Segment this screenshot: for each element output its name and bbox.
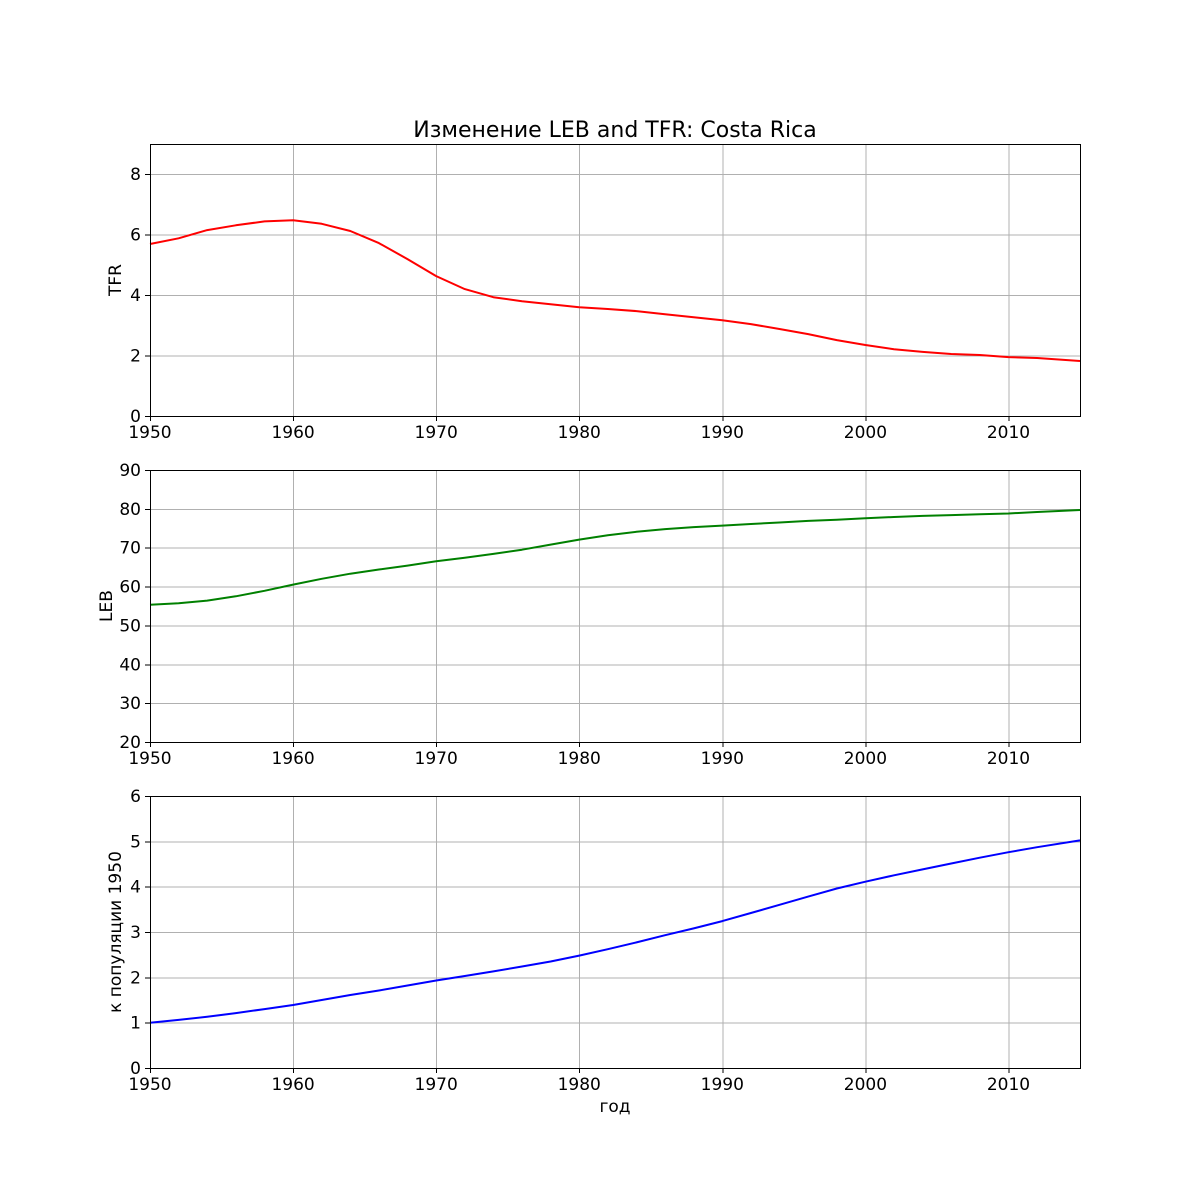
y-tick-label: 0 — [130, 407, 141, 427]
population-ratio-line — [149, 839, 1081, 1024]
population-ratio-axes: 1950 1960 1970 1980 1990 2000 2010 0 1 2 3 4 5 6 к поп… — [106, 787, 1081, 1095]
tfr-line — [149, 219, 1081, 362]
x-tick-label: 1980 — [558, 749, 601, 769]
y-tick-label: 8 — [130, 165, 141, 185]
y-tick-label: 70 — [119, 539, 141, 559]
y-tick-label: 5 — [130, 832, 141, 852]
x-tick-label: 1980 — [558, 423, 601, 443]
y-axis-label: LEB — [97, 590, 117, 622]
x-tick-label: 2010 — [987, 749, 1030, 769]
y-tick-label: 3 — [130, 923, 141, 943]
y-tick-label: 60 — [119, 578, 141, 598]
y-tick-label: 80 — [119, 500, 141, 520]
x-tick-label: 1970 — [415, 1075, 458, 1095]
chart-title: Изменение LEB and TFR: Costa Rica — [413, 118, 817, 143]
y-tick-label: 30 — [119, 694, 141, 714]
y-tick-label: 0 — [130, 1059, 141, 1079]
axes-frame — [150, 796, 1081, 1069]
x-tick-label: 1970 — [415, 423, 458, 443]
plot-area — [150, 470, 1080, 742]
leb-axes: 1950 1960 1970 1980 1990 2000 2010 20 30 40 50 60 70… — [97, 461, 1081, 769]
y-tick-label: 90 — [119, 461, 141, 481]
y-tick-label: 6 — [130, 787, 141, 807]
x-tick-label: 1960 — [271, 423, 314, 443]
x-tick-label: 2000 — [844, 749, 887, 769]
y-tick-label: 4 — [130, 878, 141, 898]
plot-area — [150, 144, 1080, 416]
y-tick-label: 20 — [119, 733, 141, 753]
x-tick-label: 1950 — [128, 1075, 171, 1095]
y-tick-label: 50 — [119, 616, 141, 636]
y-tick-label: 1 — [130, 1014, 141, 1034]
x-tick-label: 2000 — [844, 1075, 887, 1095]
leb-line — [149, 509, 1081, 606]
x-tick-label: 2010 — [987, 1075, 1030, 1095]
y-tick-label: 40 — [119, 655, 141, 675]
y-tick-label: 6 — [130, 226, 141, 246]
axes-frame — [150, 470, 1081, 743]
x-tick-label: 1950 — [128, 749, 171, 769]
x-tick-label: 1990 — [701, 749, 744, 769]
axes-frame — [150, 144, 1081, 417]
x-axis-label: год — [599, 1097, 630, 1117]
x-tick-label: 1960 — [271, 1075, 314, 1095]
x-tick-label: 2010 — [987, 423, 1030, 443]
x-tick-label: 1960 — [271, 749, 314, 769]
x-tick-label: 1980 — [558, 1075, 601, 1095]
x-tick-label: 2000 — [844, 423, 887, 443]
y-tick-label: 2 — [130, 347, 141, 367]
y-tick-label: 4 — [130, 286, 141, 306]
x-tick-label: 1950 — [128, 423, 171, 443]
tfr-axes: 1950 1960 1970 1980 1990 2000 2010 0 2 4 6 8 TFR — [106, 144, 1081, 443]
x-tick-label: 1990 — [701, 1075, 744, 1095]
x-tick-label: 1970 — [415, 749, 458, 769]
y-axis-label: TFR — [106, 264, 126, 297]
y-axis-label: к популяции 1950 — [106, 851, 126, 1013]
y-tick-label: 2 — [130, 968, 141, 988]
x-tick-label: 1990 — [701, 423, 744, 443]
